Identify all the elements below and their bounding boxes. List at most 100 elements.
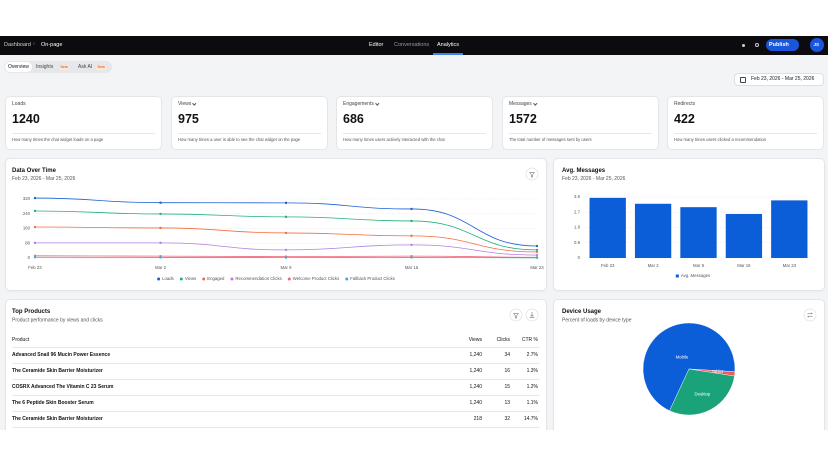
kpi-value: 1240 [12,112,40,126]
download-icon [529,312,535,318]
table-cell-number: 1,240 [469,384,482,390]
x-tick-label: Mar 9 [693,263,705,268]
table-cell-number: 1.2% [526,384,538,390]
pie-slice [642,322,736,411]
kpi-description: How many times users clicked a recommend… [674,137,767,142]
avatar[interactable] [810,38,824,52]
data-point [410,234,413,238]
data-point [535,248,539,252]
data-point [33,241,37,245]
filter-button[interactable] [525,167,539,181]
divider [178,133,321,134]
swap-button[interactable] [803,308,817,322]
divider [509,133,652,134]
kpi-value: 1572 [509,112,537,126]
data-point [410,219,413,223]
divider [12,395,540,396]
y-tick-label: 80 [25,240,30,245]
legend-item: Loads [157,276,174,281]
kpi-description: The total number of messages sent by use… [509,137,592,142]
data-point [159,212,162,216]
chart-title: Device Usage [562,309,602,315]
data-point [535,253,539,257]
kpi-label: Redirects [674,101,696,107]
chart-card [5,158,547,291]
table-cell-number: 1.3% [526,368,538,374]
table-cell-number: 1,240 [469,352,482,358]
x-tick-label: Mar 2 [155,265,167,270]
data-point [33,225,37,229]
tab[interactable]: Insights [36,63,54,70]
chart-subtitle: Feb 23, 2026 - Mar 25, 2026 [562,176,626,182]
data-point [284,248,288,252]
app: Dashboard › On-page Editor Conversations… [0,36,828,430]
legend-label: Fallback Product Clicks [350,276,395,281]
legend-item: Views [179,276,196,281]
data-point [410,243,413,247]
data-point [535,250,539,254]
series-line [34,197,538,247]
tab-active-bg [5,62,32,72]
table-cell-number: 2.7% [526,352,538,358]
publish-label: Publish [769,41,789,48]
breadcrumb-current: On-page [41,41,63,48]
table-cell-number: 32 [504,416,510,422]
kpi-description: How many times users actively interacted… [343,137,445,142]
data-point [284,201,288,205]
legend-swatch [345,277,349,281]
kpi-label[interactable]: Engagements [343,101,374,107]
tab[interactable]: Ask AI [78,63,93,70]
legend-item: Recommendation Clicks [230,276,282,281]
calendar-icon [740,77,746,83]
table-cell-number: CTR % [521,337,538,343]
bar [725,213,763,258]
data-point [159,241,162,245]
breadcrumb-sep: › [33,41,35,47]
data-point [33,256,37,259]
table-cell-product: The Ceramide Skin Barrier Moisturizer [12,416,103,422]
legend-label: Engaged [207,276,225,281]
badge: Beta [59,64,70,70]
icon[interactable] [755,43,759,47]
filter-button[interactable] [509,308,523,322]
data-point [535,244,539,248]
breadcrumb-link[interactable]: Dashboard [4,41,31,48]
table-cell-number: 13 [504,400,510,406]
swap-icon [806,312,814,318]
table-cell-number: 1.1% [526,400,538,406]
slice-label: Tablet [712,369,724,374]
divider [12,411,540,412]
kpi-label: Loads [12,101,26,107]
legend-label: Loads [162,276,174,281]
legend-item: Engaged [202,276,225,281]
kpi-label[interactable]: Messages [509,101,532,107]
kpi-card [336,96,493,150]
y-tick-label: 320 [23,196,31,201]
publish-button[interactable] [766,39,799,51]
y-tick-label: 240 [23,211,31,216]
data-point [284,215,288,219]
nav-tab-active[interactable]: Analytics [437,41,460,48]
date-button[interactable] [734,73,824,86]
legend-swatch [157,277,161,281]
data-point [410,207,413,211]
kpi-card [171,96,328,150]
icon[interactable] [742,44,745,47]
legend-label: Welcome Product Clicks [293,276,339,281]
data-point [159,226,162,230]
bar [680,207,717,258]
legend-swatch [230,277,234,281]
kpi-label[interactable]: Views [178,101,192,107]
nav-tab[interactable]: Editor [369,41,384,48]
x-tick-label: Mar 2 [648,263,660,268]
tab[interactable]: Overview [8,63,29,70]
table-title: Top Products [12,309,51,315]
x-tick-label: Mar 23 [530,265,544,270]
y-tick-label: 0.9 [574,240,581,245]
table-cell-number: 15 [504,384,510,390]
nav-tab[interactable]: Conversations [394,41,430,48]
table-cell-number: 1,240 [469,368,482,374]
x-tick-label: Mar 16 [737,263,751,268]
kpi-description: How many times the chat widget loads on … [12,137,104,142]
kpi-card [502,96,659,150]
